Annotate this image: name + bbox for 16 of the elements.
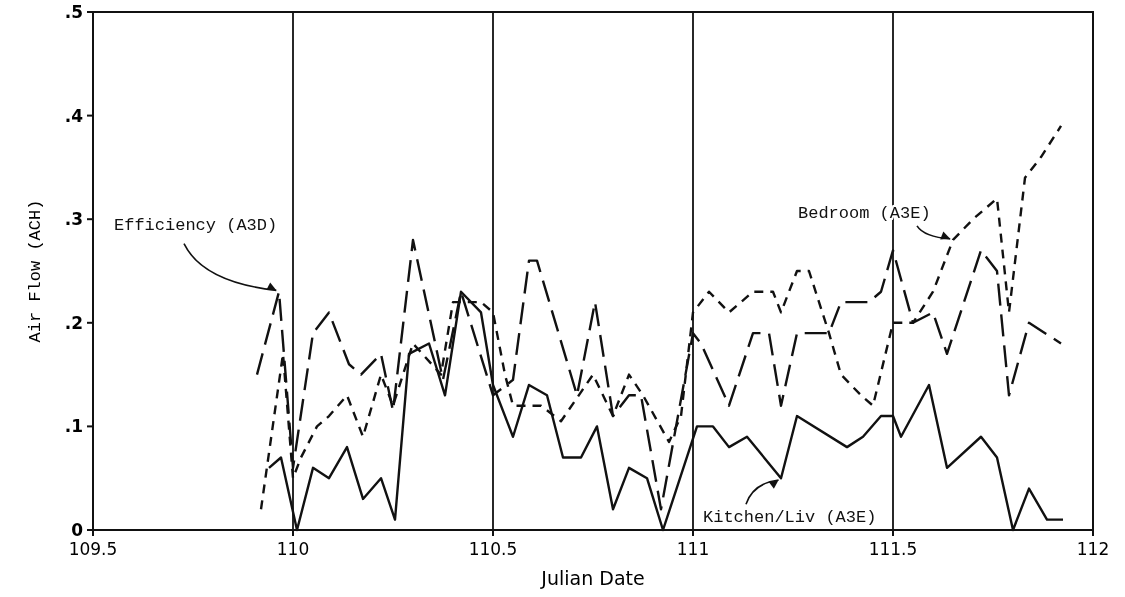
x-tick-label: 110.5 [468,539,518,559]
y-axis-title: Air Flow (ACH) [26,199,45,343]
x-tick-label: 110 [276,539,310,559]
x-tick-label: 111 [676,539,710,559]
x-tick-label: 109.5 [68,539,118,559]
y-tick-label: 0 [71,519,84,540]
legend-label: Kitchen/Liv (A3E) [703,508,877,528]
y-tick-label: .2 [64,312,83,333]
text: Efficiency (A3D) [114,215,278,235]
y-tick-label: .3 [64,209,83,230]
x-tick-label: 111.5 [868,539,918,559]
y-tick-label: .1 [64,416,83,437]
y-tick-label: .5 [64,1,83,22]
x-axis-title: Julian Date [540,567,645,589]
x-tick-label: 112 [1076,539,1110,559]
y-tick-label: .4 [64,105,84,126]
